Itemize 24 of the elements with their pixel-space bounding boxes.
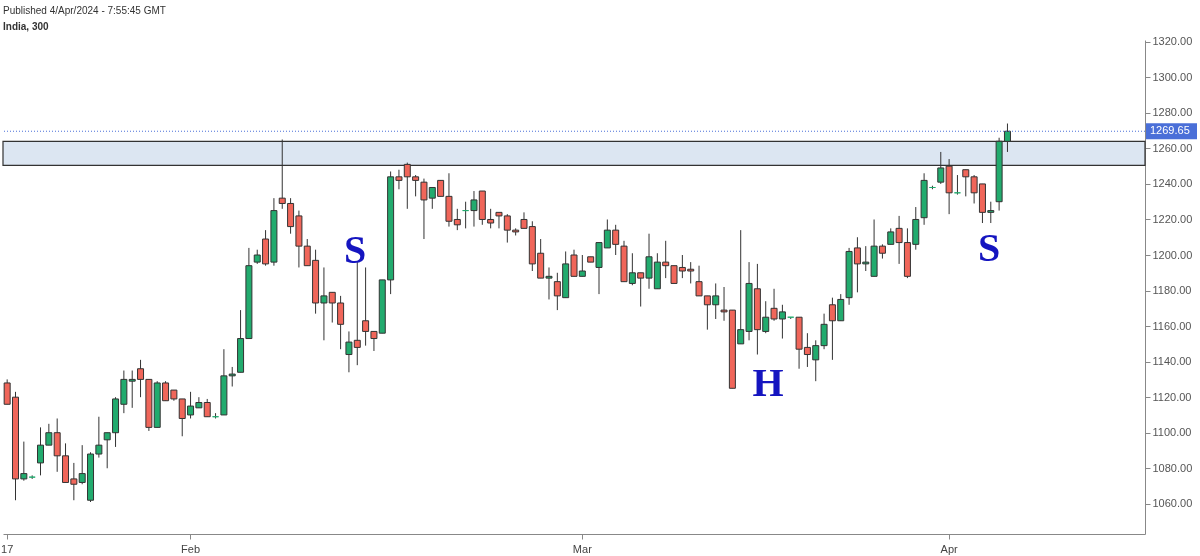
y-tick-label: 1180.00 — [1152, 284, 1192, 297]
x-tick-label: Mar — [572, 542, 593, 555]
y-tick-label: 1260.00 — [1152, 141, 1193, 154]
y-tick-label: 1120.00 — [1152, 390, 1192, 403]
y-tick-label: 1200.00 — [1152, 248, 1193, 261]
annotation: S — [977, 225, 1001, 270]
chart-title: Published 4/Apr/2024 - 7:55:45 GMT — [3, 4, 166, 16]
y-tick-label: 1100.00 — [1152, 426, 1192, 439]
x-tick-label: Apr — [940, 542, 958, 555]
y-tick-label: 1300.00 — [1152, 70, 1193, 83]
y-tick-label: 1140.00 — [1152, 355, 1192, 368]
x-tick-label: Feb — [181, 542, 201, 555]
annotation: S — [343, 227, 367, 272]
y-tick-label: 1220.00 — [1152, 212, 1193, 225]
y-tick-label: 1280.00 — [1152, 106, 1193, 119]
y-tick-label: 1080.00 — [1152, 461, 1193, 474]
y-tick-label: 1240.00 — [1152, 177, 1193, 190]
x-tick-label: 17 — [1, 542, 14, 555]
annotation: H — [752, 360, 784, 405]
y-tick-label: 1160.00 — [1152, 319, 1192, 332]
y-tick-label: 1060.00 — [1152, 497, 1193, 510]
y-tick-label: 1320.00 — [1152, 35, 1193, 48]
ref-line-label: 1269.65 — [1150, 124, 1190, 137]
chart-subtitle: India, 300 — [3, 20, 50, 32]
